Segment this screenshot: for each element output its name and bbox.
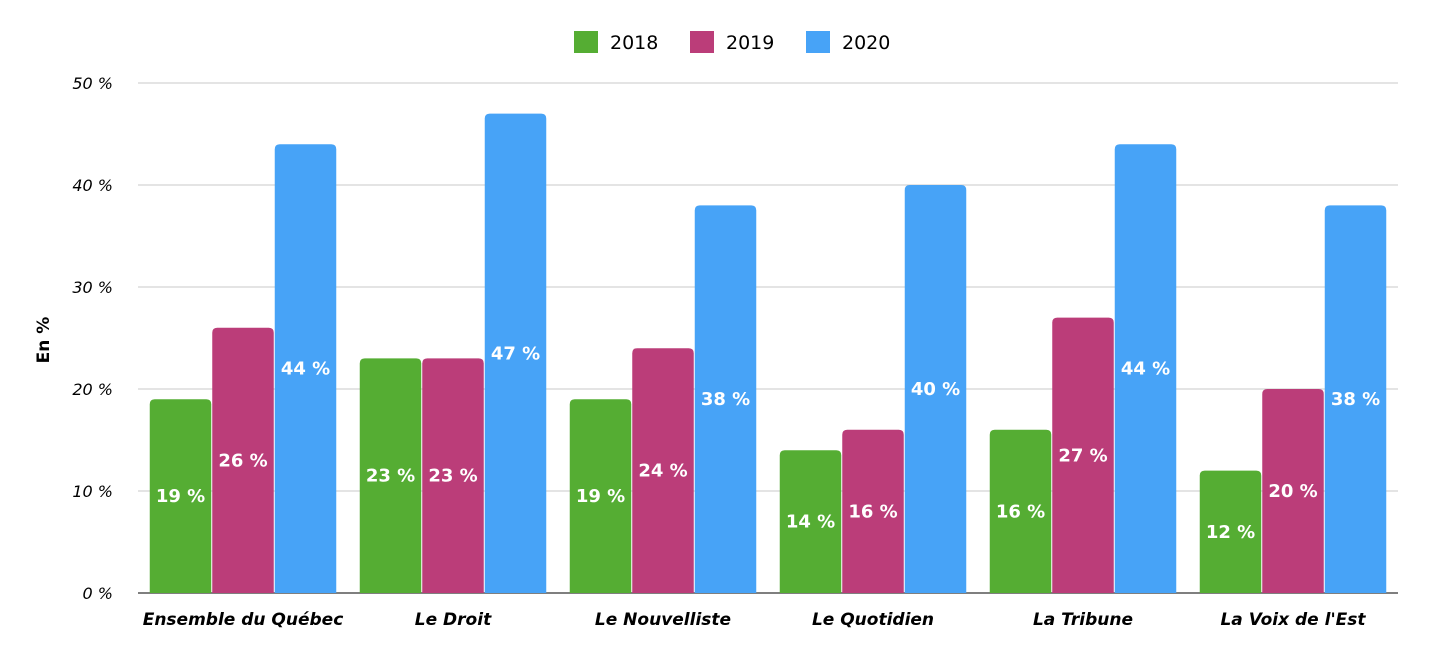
- bar: [989, 429, 1052, 593]
- x-axis-categories: Ensemble du Québec Le Droit Le Nouvelliste…: [143, 610, 1367, 630]
- bar: [274, 144, 337, 593]
- x-category-label: La Tribune: [1033, 610, 1133, 630]
- legend-swatch: [574, 31, 598, 53]
- data-label: 26 %: [218, 450, 267, 471]
- data-label: 38 %: [701, 389, 750, 410]
- bar: [1199, 470, 1262, 593]
- data-label: 19 %: [576, 486, 625, 507]
- bar: [842, 429, 904, 593]
- legend-swatch: [806, 31, 830, 53]
- bars: [149, 113, 1387, 593]
- data-labels: 19 % 26 % 44 % 23 % 23 % 47 % 19 % 24 % 38 % 14 %…: [156, 343, 1380, 543]
- x-category-label: Le Nouvelliste: [595, 610, 731, 630]
- y-tick-label: 40 %: [72, 176, 113, 195]
- y-axis-label: En %: [34, 317, 54, 364]
- bar: [212, 327, 274, 593]
- y-tick-label: 0 %: [83, 584, 113, 603]
- bar: [779, 450, 842, 593]
- bar: [569, 399, 632, 593]
- y-tick-label: 30 %: [72, 278, 113, 297]
- y-axis-ticks: 0 % 10 % 20 % 30 % 40 % 50 %: [72, 74, 113, 603]
- data-label: 23 %: [428, 466, 477, 487]
- bar: [694, 205, 757, 593]
- data-label: 16 %: [848, 501, 897, 522]
- bar: [1114, 144, 1177, 593]
- gridlines: [138, 82, 1398, 594]
- data-label: 38 %: [1331, 389, 1380, 410]
- bar: [632, 348, 694, 593]
- legend-swatch: [690, 31, 714, 53]
- bar: [1324, 205, 1387, 593]
- legend-label: 2020: [842, 32, 890, 54]
- legend-label: 2019: [726, 32, 774, 54]
- legend: 2018 2019 2020: [574, 31, 890, 54]
- data-label: 16 %: [996, 501, 1045, 522]
- y-tick-label: 20 %: [72, 380, 113, 399]
- bar: [904, 185, 967, 593]
- data-label: 23 %: [366, 466, 415, 487]
- bar: [422, 358, 484, 593]
- data-label: 24 %: [638, 461, 687, 482]
- legend-label: 2018: [610, 32, 658, 54]
- data-label: 20 %: [1268, 481, 1317, 502]
- y-tick-label: 10 %: [72, 482, 113, 501]
- data-label: 12 %: [1206, 522, 1255, 543]
- x-category-label: Le Quotidien: [812, 610, 934, 630]
- bar: [1052, 317, 1114, 593]
- x-category-label: Le Droit: [415, 610, 492, 630]
- data-label: 44 %: [1121, 359, 1170, 380]
- data-label: 44 %: [281, 359, 330, 380]
- y-tick-label: 50 %: [72, 74, 113, 93]
- data-label: 19 %: [156, 486, 205, 507]
- bar: [1262, 389, 1324, 593]
- data-label: 40 %: [911, 379, 960, 400]
- x-category-label: Ensemble du Québec: [143, 610, 344, 630]
- data-label: 47 %: [491, 343, 540, 364]
- bar: [149, 399, 212, 593]
- bar: [359, 358, 422, 593]
- data-label: 14 %: [786, 512, 835, 533]
- x-category-label: La Voix de l'Est: [1220, 610, 1366, 630]
- bar: [484, 113, 547, 593]
- data-label: 27 %: [1058, 445, 1107, 466]
